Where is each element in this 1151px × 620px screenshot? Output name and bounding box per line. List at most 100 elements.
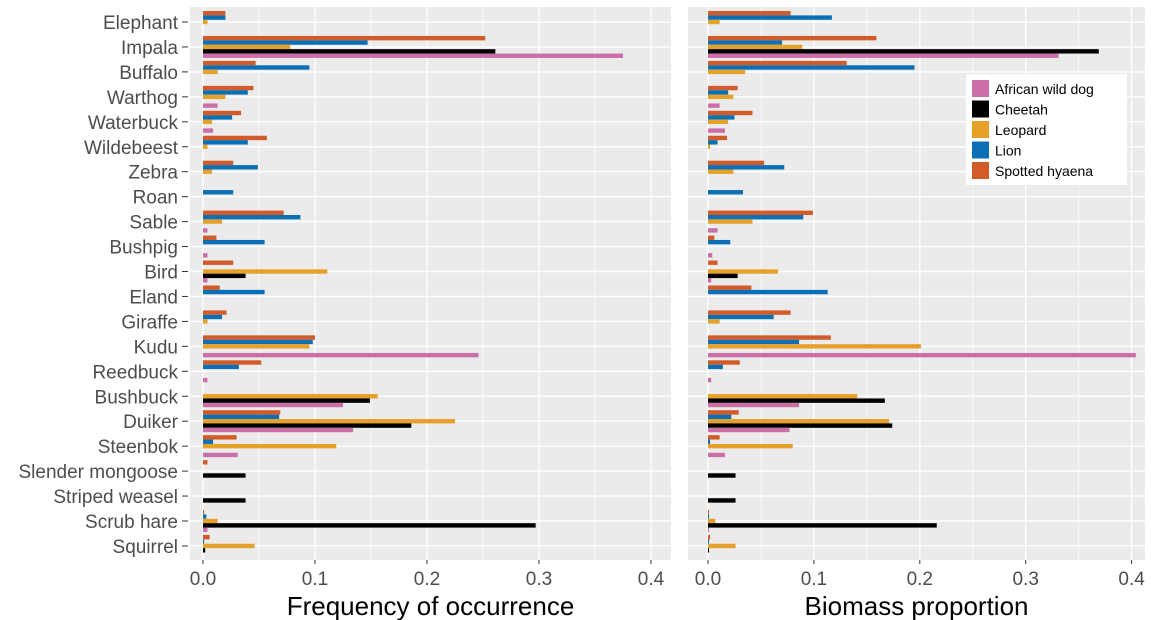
bar-leopard-buffalo [708, 69, 746, 75]
bar-leopard-warthog [203, 94, 226, 100]
legend-label-leopard: Leopard [995, 122, 1046, 138]
bar-lion-bushpig [708, 239, 731, 245]
bar-spotted-hyaena-bird [203, 260, 234, 265]
category-label-waterbuck: Waterbuck [88, 113, 179, 134]
x-tick-label: 0.4 [1118, 569, 1145, 590]
legend-label-spotted-hyaena: Spotted hyaena [995, 163, 1093, 179]
category-label-slender-mongoose: Slender mongoose [19, 462, 179, 483]
bar-african-wild-dog-steenbok [708, 452, 725, 458]
bar-cheetah-scrub-hare [203, 523, 536, 528]
bar-lion-roan [203, 190, 234, 195]
bar-lion-eland [203, 289, 265, 295]
legend: African wild dog Cheetah Leopard Lion Spotte… [966, 74, 1127, 185]
x-tick-label: 0.1 [801, 569, 827, 590]
bar-lion-warthog [708, 90, 729, 95]
bar-spotted-hyaena-slender-mongoose [203, 460, 208, 465]
bar-lion-waterbuck [708, 115, 735, 120]
bar-leopard-elephant [203, 19, 208, 25]
category-label-kudu: Kudu [134, 337, 178, 358]
bar-african-wild-dog-bushbuck [708, 402, 800, 408]
legend-label-lion: Lion [995, 143, 1021, 159]
bar-lion-squirrel [203, 539, 205, 544]
bar-lion-elephant [708, 15, 832, 20]
bar-leopard-bushbuck [203, 394, 378, 399]
category-label-bushpig: Bushpig [109, 238, 178, 259]
bar-spotted-hyaena-buffalo [708, 60, 847, 66]
bar-spotted-hyaena-duiker [203, 410, 281, 415]
bar-spotted-hyaena-duiker [708, 410, 739, 415]
panel-background [190, 7, 671, 560]
x-tick-label: 0.2 [907, 569, 933, 590]
category-label-steenbok: Steenbok [98, 437, 179, 458]
x-tick-label: 0.1 [302, 569, 328, 590]
bar-african-wild-dog-duiker [708, 427, 790, 433]
category-label-duiker: Duiker [123, 412, 179, 433]
bar-cheetah-slender-mongoose [708, 473, 736, 478]
x-tick-label: 0.3 [1012, 569, 1038, 590]
category-label-scrub-hare: Scrub hare [85, 512, 178, 533]
bar-leopard-sable [203, 219, 223, 224]
bar-leopard-impala [708, 44, 803, 50]
bar-cheetah-impala [708, 49, 1099, 54]
bar-lion-steenbok [203, 439, 214, 444]
bar-spotted-hyaena-waterbuck [708, 110, 753, 116]
bar-african-wild-dog-steenbok [203, 452, 238, 458]
bar-spotted-hyaena-scrub-hare [708, 510, 710, 515]
bar-spotted-hyaena-elephant [708, 11, 791, 16]
bar-leopard-kudu [708, 344, 921, 349]
category-label-striped-weasel: Striped weasel [53, 487, 178, 508]
category-labels: Elephant Impala Buffalo Warthog Waterbuck Wil… [19, 13, 188, 558]
bar-spotted-hyaena-squirrel [708, 534, 711, 540]
bar-cheetah-duiker [708, 423, 893, 428]
bar-spotted-hyaena-steenbok [203, 435, 237, 440]
bar-african-wild-dog-duiker [203, 427, 354, 433]
bar-cheetah-striped-weasel [708, 498, 736, 503]
bar-leopard-duiker [203, 419, 455, 424]
bar-african-wild-dog-sable [203, 228, 208, 233]
bar-lion-buffalo [203, 65, 310, 70]
category-label-impala: Impala [121, 38, 178, 59]
bar-african-wild-dog-waterbuck [203, 128, 214, 133]
bar-leopard-zebra [708, 169, 734, 174]
bar-leopard-squirrel [203, 543, 255, 549]
bar-african-wild-dog-bushbuck [203, 402, 343, 408]
x-tick-label: 0.3 [526, 569, 552, 590]
bar-spotted-hyaena-reedbuck [203, 360, 262, 365]
bar-leopard-elephant [708, 19, 720, 25]
bar-spotted-hyaena-buffalo [203, 60, 256, 66]
x-axis-title: Frequency of occurrence [287, 591, 575, 620]
category-label-bushbuck: Bushbuck [95, 387, 179, 408]
bar-spotted-hyaena-giraffe [708, 310, 791, 315]
bar-lion-warthog [203, 90, 248, 95]
bar-leopard-impala [203, 44, 291, 50]
bar-leopard-bird [708, 269, 778, 274]
bar-spotted-hyaena-warthog [203, 85, 254, 91]
bar-lion-duiker [203, 414, 280, 419]
x-axis-title: Biomass proportion [805, 591, 1029, 620]
bar-african-wild-dog-warthog [708, 103, 720, 108]
bar-lion-sable [708, 215, 804, 220]
bar-spotted-hyaena-eland [708, 285, 752, 290]
bar-leopard-sable [708, 219, 753, 224]
bar-lion-zebra [708, 165, 785, 170]
bar-spotted-hyaena-kudu [203, 335, 315, 340]
bar-lion-scrub-hare [203, 514, 207, 519]
bar-spotted-hyaena-impala [203, 35, 486, 41]
legend-swatch-african-wild-dog [972, 80, 989, 97]
bar-cheetah-squirrel [203, 548, 206, 553]
bar-leopard-kudu [203, 344, 310, 349]
bar-african-wild-dog-waterbuck [708, 128, 725, 133]
bar-leopard-squirrel [708, 543, 736, 549]
bar-african-wild-dog-kudu [708, 352, 1136, 358]
bar-lion-elephant [203, 15, 226, 20]
bar-lion-wildebeest [203, 140, 248, 145]
bar-cheetah-duiker [203, 423, 412, 428]
bar-leopard-zebra [203, 169, 212, 174]
bar-lion-sable [203, 215, 301, 220]
category-label-buffalo: Buffalo [119, 63, 178, 84]
bar-lion-reedbuck [203, 364, 239, 370]
x-tick-label: 0.0 [190, 569, 216, 590]
bar-leopard-giraffe [708, 319, 720, 324]
bar-spotted-hyaena-bird [708, 260, 718, 265]
